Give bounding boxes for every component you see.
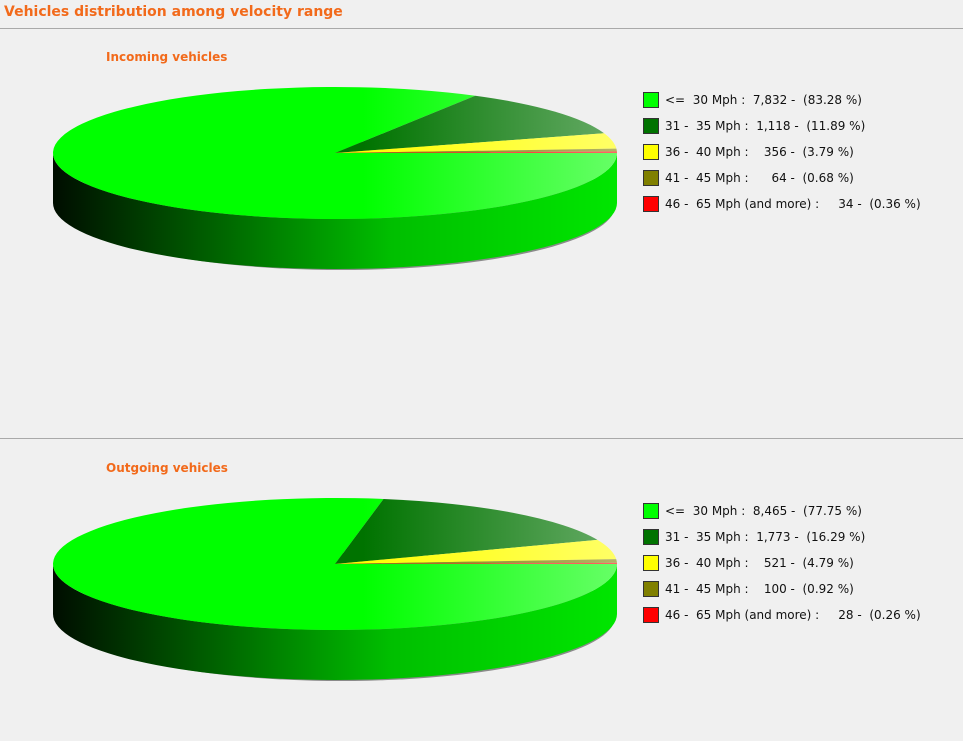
- incoming-chart-title: Incoming vehicles: [106, 50, 228, 64]
- header-divider: [0, 28, 963, 29]
- outgoing-legend: <= 30 Mph : 8,465 - (77.75 %) 31 - 35 Mph…: [643, 498, 921, 628]
- legend-item-le-30: <= 30 Mph : 8,465 - (77.75 %): [643, 498, 921, 524]
- legend-label: <= 30 Mph : 8,465 - (77.75 %): [665, 504, 862, 518]
- pie-slice-41-45: [335, 559, 617, 564]
- legend-swatch: [643, 170, 659, 186]
- legend-item-41-45: 41 - 45 Mph : 64 - (0.68 %): [643, 165, 921, 191]
- incoming-pie-chart: [53, 86, 618, 270]
- legend-item-36-40: 36 - 40 Mph : 356 - (3.79 %): [643, 139, 921, 165]
- legend-swatch: [643, 581, 659, 597]
- legend-label: 36 - 40 Mph : 356 - (3.79 %): [665, 145, 854, 159]
- legend-item-46-65: 46 - 65 Mph (and more) : 34 - (0.36 %): [643, 191, 921, 217]
- section-divider: [0, 438, 963, 439]
- pie-slice-side-le-30: [53, 564, 617, 680]
- legend-label: 31 - 35 Mph : 1,773 - (16.29 %): [665, 530, 866, 544]
- legend-label: 46 - 65 Mph (and more) : 28 - (0.26 %): [665, 608, 921, 622]
- legend-swatch: [643, 118, 659, 134]
- legend-item-le-30: <= 30 Mph : 7,832 - (83.28 %): [643, 87, 921, 113]
- legend-label: 41 - 45 Mph : 100 - (0.92 %): [665, 582, 854, 596]
- pie-slice-46-65: [335, 151, 617, 153]
- legend-item-41-45: 41 - 45 Mph : 100 - (0.92 %): [643, 576, 921, 602]
- legend-item-31-35: 31 - 35 Mph : 1,773 - (16.29 %): [643, 524, 921, 550]
- incoming-legend: <= 30 Mph : 7,832 - (83.28 %) 31 - 35 Mph…: [643, 87, 921, 217]
- pie-slice-41-45: [335, 148, 617, 153]
- pie-slice-36-40: [335, 539, 617, 564]
- legend-swatch: [643, 555, 659, 571]
- legend-item-36-40: 36 - 40 Mph : 521 - (4.79 %): [643, 550, 921, 576]
- legend-swatch: [643, 92, 659, 108]
- page-title: Vehicles distribution among velocity ran…: [4, 4, 343, 20]
- legend-label: 41 - 45 Mph : 64 - (0.68 %): [665, 171, 854, 185]
- legend-swatch: [643, 607, 659, 623]
- pie-slice-31-35: [335, 498, 598, 564]
- legend-label: <= 30 Mph : 7,832 - (83.28 %): [665, 93, 862, 107]
- legend-label: 36 - 40 Mph : 521 - (4.79 %): [665, 556, 854, 570]
- pie-slice-31-35: [335, 95, 605, 153]
- outgoing-pie-chart: [53, 498, 618, 681]
- legend-swatch: [643, 529, 659, 545]
- legend-item-46-65: 46 - 65 Mph (and more) : 28 - (0.26 %): [643, 602, 921, 628]
- legend-swatch: [643, 144, 659, 160]
- pie-slice-side-le-30: [53, 153, 617, 269]
- legend-label: 31 - 35 Mph : 1,118 - (11.89 %): [665, 119, 866, 133]
- legend-swatch: [643, 196, 659, 212]
- pie-slice-36-40: [335, 133, 617, 153]
- legend-label: 46 - 65 Mph (and more) : 34 - (0.36 %): [665, 197, 921, 211]
- legend-swatch: [643, 503, 659, 519]
- pie-slice-46-65: [335, 562, 617, 564]
- outgoing-chart-title: Outgoing vehicles: [106, 461, 228, 475]
- legend-item-31-35: 31 - 35 Mph : 1,118 - (11.89 %): [643, 113, 921, 139]
